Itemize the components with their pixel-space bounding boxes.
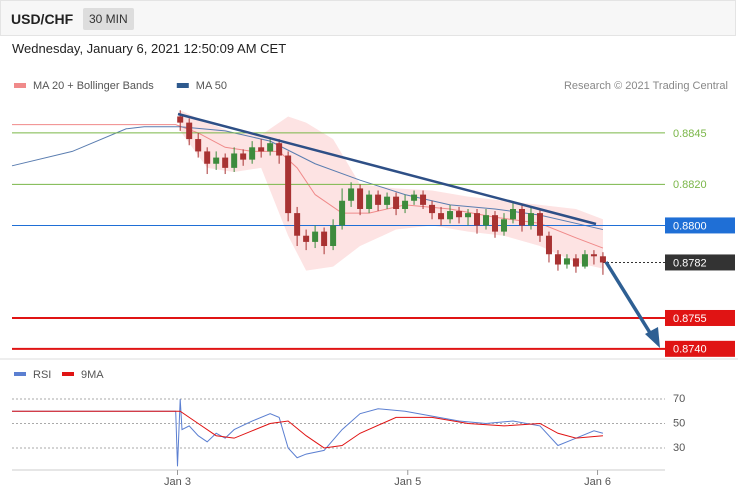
candle-body	[312, 231, 319, 242]
candle-body	[249, 147, 256, 160]
candle-body	[276, 143, 283, 156]
candle-body	[267, 143, 274, 152]
candle-body	[177, 116, 184, 123]
header: USD/CHF 30 MIN	[0, 0, 736, 36]
level-label: 0.8740	[673, 344, 707, 356]
candle-body	[474, 213, 481, 226]
candle-body	[483, 215, 490, 226]
x-tick-label: Jan 3	[164, 476, 191, 488]
candle-body	[222, 157, 229, 168]
arrow-head	[645, 327, 660, 348]
candle-body	[420, 194, 427, 205]
candle-body	[375, 194, 382, 205]
candle-body	[213, 157, 220, 164]
candle-body	[590, 254, 597, 257]
candle-body	[527, 213, 534, 226]
level-label: 0.8755	[673, 313, 707, 325]
candle-body	[321, 231, 328, 247]
level-box	[665, 217, 735, 234]
datetime: Wednesday, January 6, 2021 12:50:09 AM C…	[12, 41, 287, 56]
legend-label: RSI	[33, 369, 51, 381]
candle-body	[411, 194, 418, 201]
candle-body	[500, 219, 507, 232]
candle-body	[554, 254, 561, 265]
timeframe[interactable]: 30 MIN	[83, 8, 134, 30]
level-label: 0.8800	[673, 220, 707, 232]
series-line	[12, 398, 604, 467]
candle-body	[429, 204, 436, 214]
level-box	[665, 254, 735, 271]
candle-body	[572, 258, 579, 267]
x-tick-label: Jan 6	[584, 476, 611, 488]
legend-label: MA 20 + Bollinger Bands	[33, 80, 154, 92]
candle-body	[393, 196, 400, 209]
candle-body	[366, 194, 373, 209]
candle-body	[357, 188, 364, 209]
candle-body	[438, 213, 445, 220]
candle-body	[492, 215, 499, 232]
y-tick-label: 50	[673, 417, 685, 429]
candle-body	[204, 151, 211, 164]
candle-body	[465, 213, 472, 218]
candle-body	[294, 213, 301, 236]
chart: 0.8845 0.8820 0.8800 0.8782 0.8755 0.8740 MA …	[0, 80, 738, 488]
candle-body	[285, 155, 292, 214]
candle-body	[195, 139, 202, 152]
legend-swatch	[14, 372, 26, 376]
forecast-arrow	[604, 261, 654, 337]
candle-body	[348, 188, 355, 201]
series-line	[12, 124, 604, 249]
legend-swatch	[176, 83, 189, 88]
y-tick-label: 70	[673, 393, 685, 405]
candle-body	[402, 200, 409, 209]
legend-swatch	[62, 372, 74, 376]
credit: Research © 2021 Trading Central	[564, 80, 728, 92]
candle-body	[330, 225, 337, 247]
level-box	[665, 340, 735, 357]
candle-body	[258, 147, 265, 152]
candle-body	[303, 235, 310, 242]
candle-body	[456, 211, 463, 218]
level-label: 0.8820	[673, 179, 707, 191]
level-label: 0.8782	[673, 257, 707, 269]
candle-body	[563, 258, 570, 265]
candle-body	[339, 200, 346, 226]
candle-body	[240, 153, 247, 160]
candle-body	[545, 235, 552, 255]
legend-label: 9MA	[81, 369, 104, 381]
series-line	[12, 410, 603, 449]
candle-body	[231, 153, 238, 168]
candle-body	[518, 208, 525, 226]
symbol: USD/CHF	[11, 11, 74, 27]
level-label: 0.8845	[673, 128, 707, 140]
legend-swatch	[14, 83, 26, 88]
candle-body	[509, 208, 516, 220]
candle-body	[447, 211, 454, 220]
level-box	[665, 309, 735, 326]
candle-body	[599, 256, 606, 263]
trend-line	[177, 112, 597, 226]
candle-body	[384, 196, 391, 205]
candle-body	[581, 254, 588, 267]
candle-body	[186, 122, 193, 140]
y-tick-label: 30	[673, 442, 685, 454]
legend-label: MA 50	[196, 80, 227, 92]
x-tick-label: Jan 5	[394, 476, 421, 488]
candle-body	[536, 213, 543, 236]
